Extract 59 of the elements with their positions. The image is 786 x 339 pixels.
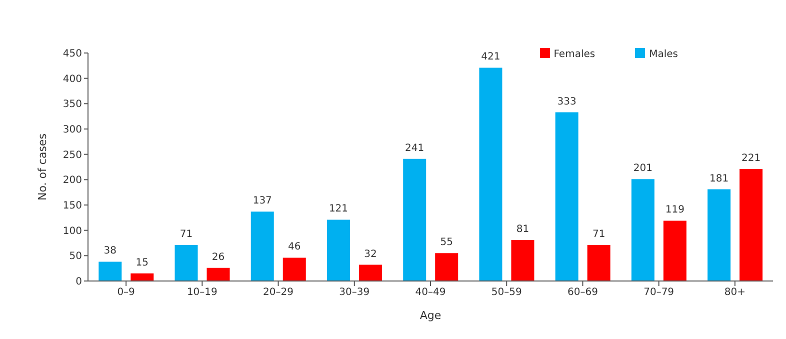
data-label: 119 [665,204,684,216]
data-label: 32 [364,248,377,260]
y-tick-label: 200 [62,175,82,186]
bar [326,220,350,281]
data-label: 181 [710,173,729,184]
data-label: 71 [180,229,193,240]
x-tick-label: 10–19 [186,287,218,298]
y-tick-label: 100 [62,226,82,237]
bar [206,268,230,281]
x-tick-label: 60–69 [567,287,598,298]
data-label: 38 [104,246,117,257]
y-tick-label: 0 [76,276,82,288]
data-label: 201 [633,163,652,174]
data-label: 81 [516,224,530,235]
bar [740,169,763,281]
x-tick-label: 40–49 [415,287,446,298]
bar [479,68,502,281]
legend-label: Males [649,49,678,60]
y-tick-label: 450 [62,48,82,60]
data-label: 26 [212,252,225,263]
bar [403,158,426,281]
bar [631,179,654,281]
data-label: 46 [288,242,301,253]
x-tick-label: 20–29 [263,287,294,298]
data-label: 71 [592,229,606,240]
y-tick-label: 300 [62,124,82,136]
legend-label: Females [554,49,596,60]
data-label: 241 [405,142,424,154]
y-axis-title: No. of cases [36,133,49,200]
x-axis-title: Age [420,309,442,322]
bar [358,264,382,281]
bar [250,212,274,281]
bar [174,245,198,281]
x-tick-label: 30–39 [339,287,370,298]
y-tick-label: 350 [62,99,82,110]
data-label: 15 [136,257,149,268]
x-tick-label: 0–9 [117,287,135,298]
y-tick-label: 250 [62,150,82,161]
data-label: 333 [557,96,576,108]
bar [708,189,731,281]
bar [663,220,686,281]
x-tick-label: 50–59 [491,287,522,298]
y-tick-label: 400 [62,74,82,85]
data-label: 55 [440,237,453,248]
bar [130,273,154,281]
data-label: 137 [252,196,272,207]
data-label: 421 [481,52,500,63]
data-label: 121 [328,204,348,215]
bar [435,253,458,281]
data-label: 221 [742,153,761,164]
y-tick-label: 150 [62,200,82,212]
bar [511,240,534,281]
bar [282,258,306,281]
bar [555,112,578,281]
y-tick-label: 50 [69,251,82,262]
bar [98,262,122,281]
bar [587,245,610,281]
x-tick-label: 70–79 [644,287,674,298]
x-tick-label: 80+ [724,287,746,298]
